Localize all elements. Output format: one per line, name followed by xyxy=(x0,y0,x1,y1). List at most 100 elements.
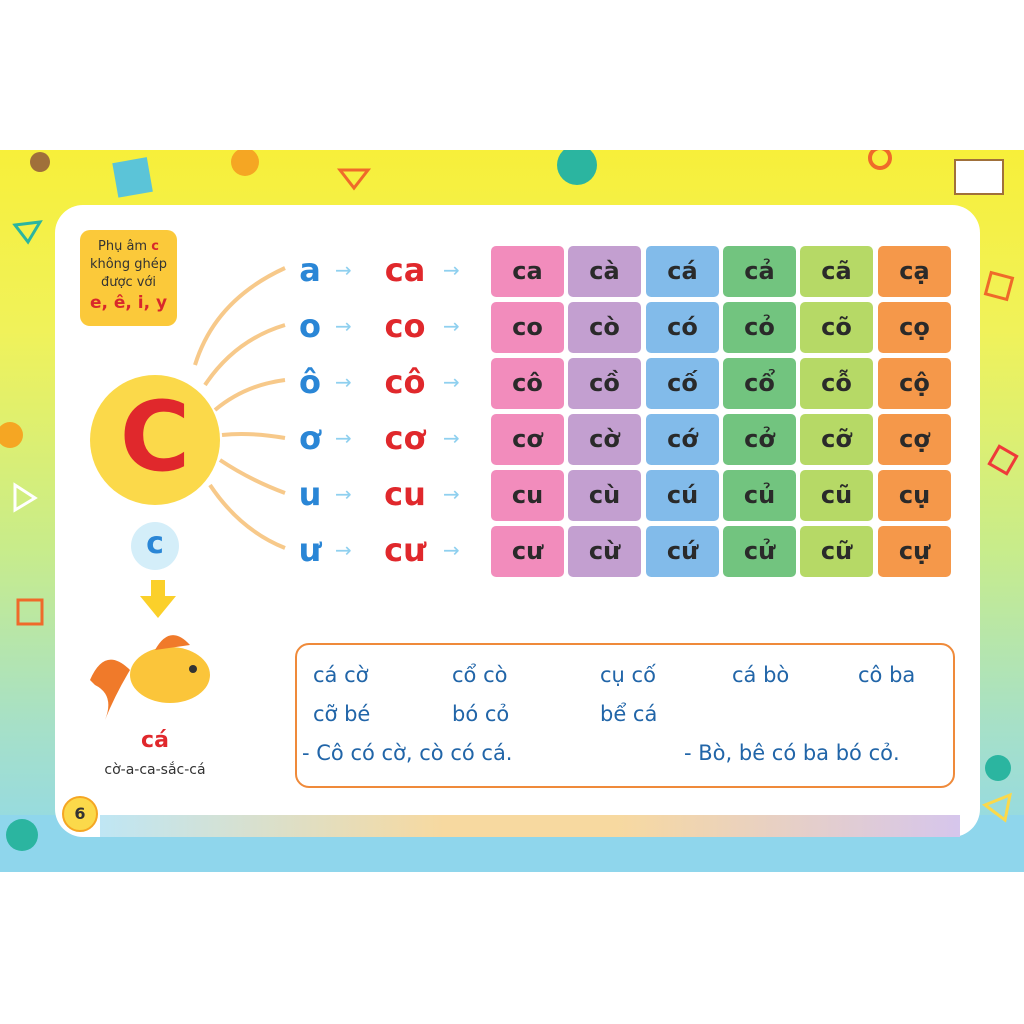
triangle-icon xyxy=(336,168,372,191)
syllable: ca xyxy=(384,251,426,289)
rule-note: Phụ âm c không ghép được với e, ê, i, y xyxy=(80,230,177,326)
wheel-icon xyxy=(985,755,1011,781)
tone-cell: cở xyxy=(723,414,796,465)
ray-arrow xyxy=(218,458,286,495)
tone-cell: cụ xyxy=(878,470,951,521)
tone-cell: cạ xyxy=(878,246,951,297)
syllable: cư xyxy=(384,531,426,569)
reading-word: cỡ bé xyxy=(313,702,371,726)
note-text: không ghép xyxy=(89,257,168,272)
orange-slice-icon xyxy=(0,422,23,448)
tone-cell: cớ xyxy=(646,414,719,465)
down-arrow-icon xyxy=(140,580,176,618)
tone-cell: cữ xyxy=(800,526,873,577)
tone-cell: củ xyxy=(723,470,796,521)
ray-arrows xyxy=(193,266,286,550)
arrow-right-icon: → xyxy=(335,314,352,338)
reading-word: cá bò xyxy=(732,663,790,687)
tone-cell: cu xyxy=(491,470,564,521)
tone-cell: cũ xyxy=(800,470,873,521)
arrow-right-icon: → xyxy=(335,482,352,506)
tone-cell: cã xyxy=(800,246,873,297)
tone-cell: cú xyxy=(646,470,719,521)
tone-cell: cư xyxy=(491,526,564,577)
arrow-right-icon: → xyxy=(335,426,352,450)
note-text: Phụ âm xyxy=(98,239,148,254)
arrow-right-icon: → xyxy=(335,370,352,394)
tone-cell: cừ xyxy=(568,526,641,577)
example-word: cá xyxy=(141,728,169,753)
reading-word: cụ cố xyxy=(600,663,656,687)
vowel-letter: ơ xyxy=(299,419,321,457)
square-icon xyxy=(16,598,44,626)
tone-cell: co xyxy=(491,302,564,353)
note-vowels: e, ê, i, y xyxy=(89,293,168,313)
tone-cell: cổ xyxy=(723,358,796,409)
note-text: được với xyxy=(101,275,156,290)
reading-box xyxy=(295,643,955,788)
tone-cell: cợ xyxy=(878,414,951,465)
arrow-right-icon: → xyxy=(335,538,352,562)
tone-cell: cự xyxy=(878,526,951,577)
syllable: cô xyxy=(384,363,426,401)
vowel-letter: a xyxy=(299,251,321,289)
tone-cell: cù xyxy=(568,470,641,521)
syllable: co xyxy=(384,307,426,345)
tone-cell: ca xyxy=(491,246,564,297)
tone-cell: cà xyxy=(568,246,641,297)
tone-cell: cỡ xyxy=(800,414,873,465)
tone-cell: cọ xyxy=(878,302,951,353)
small-letter-circle: c xyxy=(131,522,179,570)
reading-sentence: - Cô có cờ, cò có cá. xyxy=(302,741,513,765)
tone-cell: cơ xyxy=(491,414,564,465)
tone-cell: cô xyxy=(491,358,564,409)
ray-arrow xyxy=(213,378,286,412)
ray-arrow xyxy=(203,323,286,387)
block-icon xyxy=(112,157,153,198)
square-icon xyxy=(987,444,1019,476)
reading-word: cổ cò xyxy=(452,663,508,687)
arrow-right-icon: → xyxy=(335,258,352,282)
reading-sentence: - Bò, bê có ba bó cỏ. xyxy=(684,741,900,765)
tone-cell: cỏ xyxy=(723,302,796,353)
ball-icon xyxy=(30,152,50,172)
ground-decoration xyxy=(100,815,960,837)
arrow-right-icon: → xyxy=(443,370,460,394)
arrow-right-icon: → xyxy=(443,426,460,450)
arrow-right-icon: → xyxy=(443,314,460,338)
tone-cell: cử xyxy=(723,526,796,577)
ray-arrow xyxy=(221,432,286,440)
ray-arrow xyxy=(193,266,286,366)
tone-cell: cỗ xyxy=(800,358,873,409)
tone-cell: cờ xyxy=(568,414,641,465)
arrow-right-icon: → xyxy=(443,258,460,282)
reading-word: cá cờ xyxy=(313,663,369,687)
decorations xyxy=(0,150,1019,851)
triangle-icon xyxy=(13,482,38,513)
wheel-icon xyxy=(6,819,38,851)
vowel-letter: u xyxy=(298,475,322,513)
vowel-letter: o xyxy=(299,307,321,345)
example-spelling: cờ-a-ca-sắc-cá xyxy=(104,762,206,778)
vowel-letter: ư xyxy=(298,531,322,569)
ring-icon xyxy=(868,150,892,170)
tone-cell: cộ xyxy=(878,358,951,409)
tone-cell: cả xyxy=(723,246,796,297)
arrow-right-icon: → xyxy=(443,538,460,562)
main-letter-circle: C xyxy=(90,375,220,505)
tone-cell: cồ xyxy=(568,358,641,409)
tone-cell: cá xyxy=(646,246,719,297)
square-icon xyxy=(983,270,1015,302)
tone-cell: cứ xyxy=(646,526,719,577)
book-icon xyxy=(954,159,1004,195)
note-letter: c xyxy=(151,239,159,254)
page-number: 6 xyxy=(62,796,98,832)
triangle-icon xyxy=(981,792,1013,823)
syllable: cu xyxy=(384,475,426,513)
wheel-icon xyxy=(557,150,597,185)
triangle-icon xyxy=(12,220,43,245)
orange-slice-icon xyxy=(231,150,259,176)
tone-cell: cò xyxy=(568,302,641,353)
tone-cell: cố xyxy=(646,358,719,409)
arrow-right-icon: → xyxy=(443,482,460,506)
